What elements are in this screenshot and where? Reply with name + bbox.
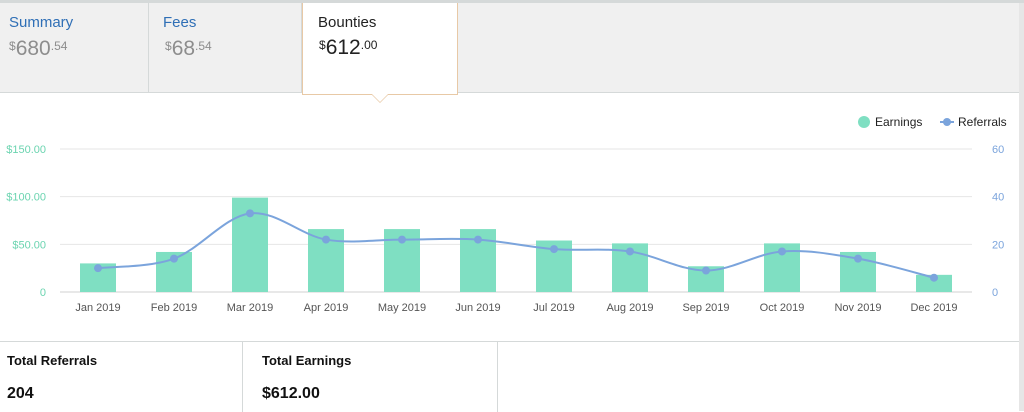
total-earnings-value: $612.00 xyxy=(262,385,320,402)
tab-bar: Summary $680.54 Fees $68.54 Bounties $61… xyxy=(0,3,1024,95)
referrals-point xyxy=(550,245,558,254)
referrals-point xyxy=(778,247,786,256)
top-divider xyxy=(0,0,1024,3)
total-referrals-title: Total Referrals xyxy=(7,353,98,368)
x-tick-label: May 2019 xyxy=(378,302,426,314)
referrals-point xyxy=(702,266,710,275)
x-tick-label: Apr 2019 xyxy=(304,302,349,314)
x-tick-label: Jun 2019 xyxy=(455,302,500,314)
tab-fees[interactable]: Fees $68.54 xyxy=(149,3,302,93)
x-tick-label: Mar 2019 xyxy=(227,302,273,314)
tab-bounties-amount: $612.00 xyxy=(319,36,378,59)
y-left-tick-label: $50.00 xyxy=(12,239,46,251)
total-earnings-cell: Total Earnings $612.00 xyxy=(243,342,498,412)
legend-earnings-label: Earnings xyxy=(875,115,922,129)
scrollbar-track[interactable] xyxy=(1019,3,1024,411)
total-referrals-cell: Total Referrals 204 xyxy=(0,342,243,412)
summary-panel: Total Referrals 204 Total Earnings $612.… xyxy=(0,341,1019,412)
referrals-point xyxy=(246,209,254,218)
x-tick-label: Feb 2019 xyxy=(151,302,197,314)
tab-summary[interactable]: Summary $680.54 xyxy=(0,3,149,93)
x-tick-label: Jan 2019 xyxy=(75,302,120,314)
y-right-tick-label: 60 xyxy=(992,144,1004,156)
earnings-referrals-chart: $150.00 60 $100.00 40 $50.00 20 0 0 Jan 2019 Feb … xyxy=(6,115,1007,314)
total-referrals-value: 204 xyxy=(7,385,34,402)
referrals-point xyxy=(398,235,406,244)
legend-referrals-label: Referrals xyxy=(958,115,1007,129)
legend-referrals-swatch xyxy=(943,118,951,126)
tab-summary-label: Summary xyxy=(9,14,74,31)
referrals-point xyxy=(474,235,482,244)
tab-fees-amount: $68.54 xyxy=(165,37,212,60)
y-right-tick-label: 0 xyxy=(992,287,998,299)
y-left-tick-label: $100.00 xyxy=(6,192,46,204)
referrals-point xyxy=(626,247,634,256)
x-tick-label: Aug 2019 xyxy=(606,302,653,314)
referrals-line xyxy=(97,212,935,279)
tab-fees-label: Fees xyxy=(163,14,197,31)
y-left-tick-label: 0 xyxy=(40,287,46,299)
x-tick-label: Jul 2019 xyxy=(533,302,575,314)
referrals-point xyxy=(854,254,862,263)
y-right-tick-label: 40 xyxy=(992,192,1004,204)
referrals-point xyxy=(322,235,330,244)
x-tick-label: Sep 2019 xyxy=(682,302,729,314)
active-tab-pointer xyxy=(372,94,388,102)
y-right-tick-label: 20 xyxy=(992,239,1004,251)
earnings-bar xyxy=(916,274,952,292)
total-earnings-title: Total Earnings xyxy=(262,353,352,368)
referrals-point xyxy=(170,254,178,263)
tab-bounties[interactable]: Bounties $612.00 xyxy=(302,3,458,95)
x-tick-label: Nov 2019 xyxy=(834,302,881,314)
x-tick-label: Oct 2019 xyxy=(760,302,805,314)
y-left-tick-label: $150.00 xyxy=(6,144,46,156)
tab-summary-amount: $680.54 xyxy=(9,37,68,60)
referrals-point xyxy=(94,264,102,273)
x-tick-label: Dec 2019 xyxy=(910,302,957,314)
legend-earnings-swatch xyxy=(858,116,870,128)
tab-bounties-label: Bounties xyxy=(318,14,377,31)
referrals-point xyxy=(930,273,938,282)
